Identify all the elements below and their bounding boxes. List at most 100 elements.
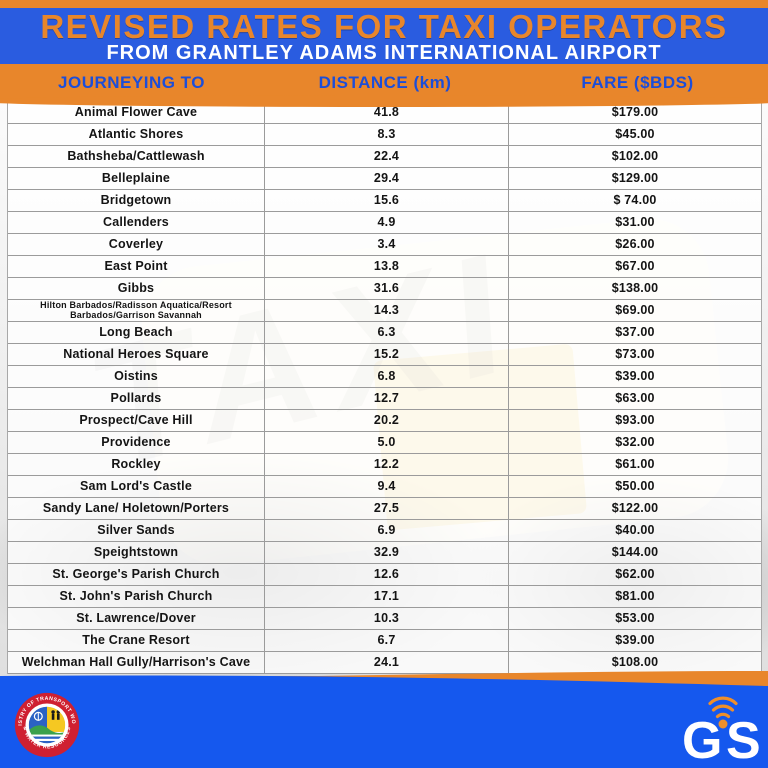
table-row: Callenders 4.9 $31.00 (8, 212, 761, 234)
distance-cell: 6.3 (264, 322, 508, 343)
footer-wave (0, 671, 768, 768)
destination-cell: Bathsheba/Cattlewash (67, 149, 205, 163)
destination-cell: Providence (101, 435, 171, 449)
destination-cell: Speightstown (93, 545, 179, 559)
distance-cell: 4.9 (264, 212, 508, 233)
distance-cell: 20.2 (264, 410, 508, 431)
table-row: St. George's Parish Church 12.6 $62.00 (8, 564, 761, 586)
table-row: Sam Lord's Castle 9.4 $50.00 (8, 476, 761, 498)
header: REVISED RATES FOR TAXI OPERATORS FROM GR… (0, 0, 768, 107)
distance-cell: 17.1 (264, 586, 508, 607)
svg-text:S: S (726, 712, 761, 764)
table-row: Gibbs 31.6 $138.00 (8, 278, 761, 300)
column-header-fare: FARE ($BDS) (581, 73, 694, 92)
destination-cell: Bridgetown (100, 193, 172, 207)
destination-cell: Long Beach (99, 325, 173, 339)
table-row: Silver Sands 6.9 $40.00 (8, 520, 761, 542)
table-row: Belleplaine 29.4 $129.00 (8, 168, 761, 190)
destination-cell: The Crane Resort (82, 633, 190, 647)
fare-cell: $39.00 (508, 366, 761, 387)
distance-cell: 6.7 (264, 630, 508, 651)
distance-cell: 12.7 (264, 388, 508, 409)
destination-cell: Gibbs (117, 281, 155, 295)
destination-cell: Prospect/Cave Hill (79, 413, 193, 427)
distance-cell: 15.2 (264, 344, 508, 365)
fare-cell: $122.00 (508, 498, 761, 519)
fare-cell: $53.00 (508, 608, 761, 629)
fare-cell: $67.00 (508, 256, 761, 277)
table-row: Speightstown 32.9 $144.00 (8, 542, 761, 564)
destination-cell: Silver Sands (97, 523, 175, 537)
destination-cell: Belleplaine (101, 171, 171, 185)
table-row: St. John's Parish Church 17.1 $81.00 (8, 586, 761, 608)
destination-cell: Sandy Lane/ Holetown/Porters (42, 501, 230, 515)
distance-cell: 3.4 (264, 234, 508, 255)
destination-cell: Hilton Barbados/Radisson Aquatica/Resort… (40, 300, 232, 320)
fare-cell: $69.00 (508, 300, 761, 321)
distance-cell: 31.6 (264, 278, 508, 299)
table-row: The Crane Resort 6.7 $39.00 (8, 630, 761, 652)
fare-cell: $179.00 (508, 102, 761, 123)
distance-cell: 22.4 (264, 146, 508, 167)
distance-cell: 32.9 (264, 542, 508, 563)
table-column-headers: JOURNEYING TO DISTANCE (km) FARE ($BDS) (0, 64, 768, 107)
fare-cell: $50.00 (508, 476, 761, 497)
distance-cell: 6.9 (264, 520, 508, 541)
fare-cell: $81.00 (508, 586, 761, 607)
distance-cell: 12.6 (264, 564, 508, 585)
table-row: Oistins 6.8 $39.00 (8, 366, 761, 388)
fare-cell: $40.00 (508, 520, 761, 541)
table-row: East Point 13.8 $67.00 (8, 256, 761, 278)
fare-cell: $31.00 (508, 212, 761, 233)
distance-cell: 14.3 (264, 300, 508, 321)
destination-cell: St. John's Parish Church (59, 589, 213, 603)
distance-cell: 27.5 (264, 498, 508, 519)
fare-cell: $26.00 (508, 234, 761, 255)
fare-cell: $73.00 (508, 344, 761, 365)
fare-cell: $63.00 (508, 388, 761, 409)
column-header-journeying-to: JOURNEYING TO (58, 73, 205, 92)
footer: MINISTRY OF TRANSPORT WORKS & WATER RESO… (0, 656, 768, 768)
title-band: REVISED RATES FOR TAXI OPERATORS FROM GR… (0, 8, 768, 64)
page-title: REVISED RATES FOR TAXI OPERATORS (40, 7, 728, 45)
table-row: Sandy Lane/ Holetown/Porters 27.5 $122.0… (8, 498, 761, 520)
fare-cell: $ 74.00 (508, 190, 761, 211)
fare-cell: $144.00 (508, 542, 761, 563)
svg-text:G: G (682, 712, 722, 764)
distance-cell: 15.6 (264, 190, 508, 211)
destination-cell: St. Lawrence/Dover (76, 611, 196, 625)
rates-table-area: TAXI Animal Flower Cave 41.8 $179.00 Atl… (0, 102, 768, 676)
table-row: Bridgetown 15.6 $ 74.00 (8, 190, 761, 212)
distance-cell: 12.2 (264, 454, 508, 475)
destination-cell: Rockley (111, 457, 161, 471)
fare-cell: $39.00 (508, 630, 761, 651)
destination-cell: Atlantic Shores (88, 127, 184, 141)
page-subtitle: FROM GRANTLEY ADAMS INTERNATIONAL AIRPOR… (106, 41, 662, 64)
distance-cell: 29.4 (264, 168, 508, 189)
destination-cell: National Heroes Square (63, 347, 209, 361)
fare-cell: $102.00 (508, 146, 761, 167)
distance-cell: 5.0 (264, 432, 508, 453)
distance-cell: 9.4 (264, 476, 508, 497)
fare-cell: $45.00 (508, 124, 761, 145)
ministry-of-transport-seal-icon: MINISTRY OF TRANSPORT WORKS & WATER RESO… (14, 692, 80, 758)
distance-cell: 8.3 (264, 124, 508, 145)
fare-cell: $61.00 (508, 454, 761, 475)
table-row: Coverley 3.4 $26.00 (8, 234, 761, 256)
table-row: Bathsheba/Cattlewash 22.4 $102.00 (8, 146, 761, 168)
table-row: St. Lawrence/Dover 10.3 $53.00 (8, 608, 761, 630)
distance-cell: 10.3 (264, 608, 508, 629)
table-row: Providence 5.0 $32.00 (8, 432, 761, 454)
table-row: Prospect/Cave Hill 20.2 $93.00 (8, 410, 761, 432)
gis-logo-icon: G S (682, 696, 761, 764)
destination-cell: St. George's Parish Church (52, 567, 220, 581)
fare-cell: $37.00 (508, 322, 761, 343)
fare-cell: $93.00 (508, 410, 761, 431)
table-row: Atlantic Shores 8.3 $45.00 (8, 124, 761, 146)
column-header-distance: DISTANCE (km) (318, 73, 452, 92)
distance-cell: 13.8 (264, 256, 508, 277)
destination-cell: Oistins (114, 369, 158, 383)
rates-table-body: Animal Flower Cave 41.8 $179.00 Atlantic… (7, 102, 762, 674)
table-row: Pollards 12.7 $63.00 (8, 388, 761, 410)
